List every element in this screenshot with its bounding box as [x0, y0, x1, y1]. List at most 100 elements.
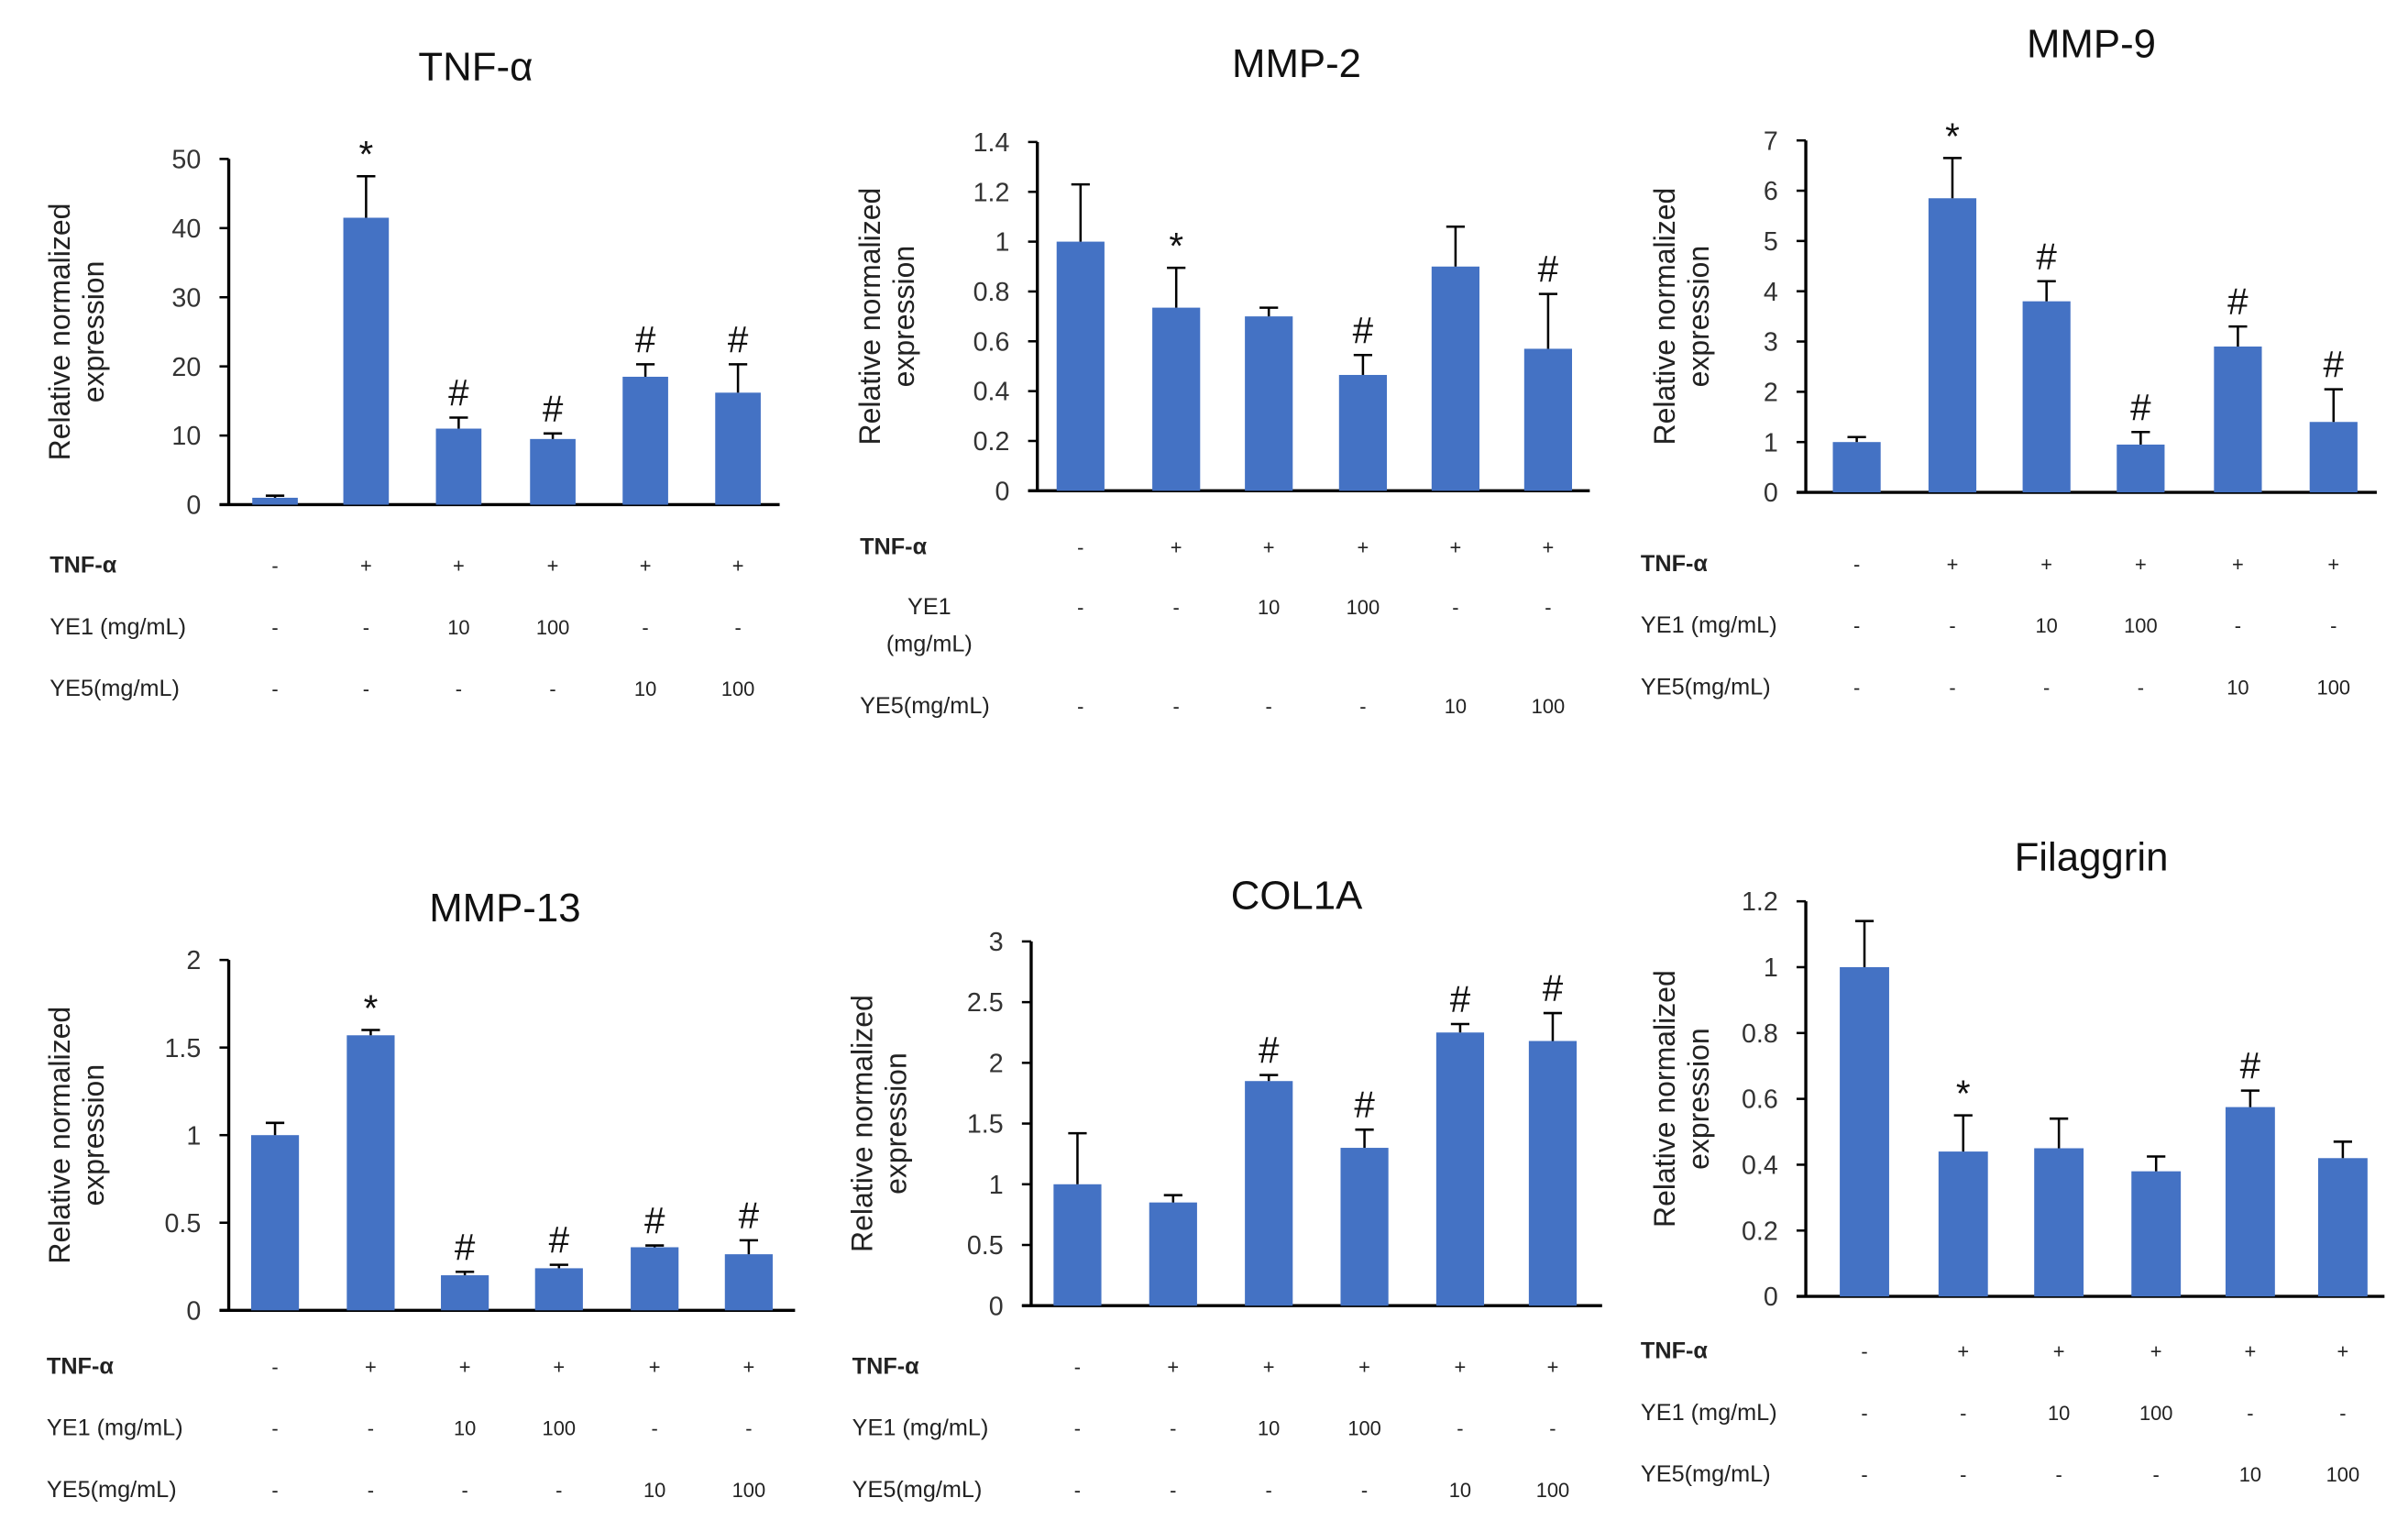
- row-cell: +: [2040, 553, 2052, 576]
- bar: [1928, 198, 1977, 493]
- row-cell: -: [1853, 614, 1860, 637]
- row-cell: -: [1861, 1339, 1867, 1362]
- row-label: TNF-α: [1641, 551, 1708, 577]
- row-cell: +: [2245, 1339, 2257, 1362]
- row-cell: +: [1358, 535, 1369, 558]
- row-cell: 10: [1258, 1417, 1280, 1440]
- significance-hash: #: [1259, 1029, 1280, 1071]
- significance-hash: #: [1538, 248, 1559, 290]
- bar: [252, 497, 298, 505]
- significance-hash: #: [2240, 1044, 2261, 1086]
- row-cell: -: [1949, 677, 1955, 699]
- row-cell: -: [1170, 1417, 1176, 1440]
- y-axis-label: Relative normalizedexpression: [43, 1007, 110, 1264]
- y-tick-label: 2: [1764, 378, 1778, 407]
- row-cell: -: [1549, 1417, 1556, 1440]
- bar: [530, 438, 576, 505]
- row-cell: +: [732, 555, 744, 578]
- y-axis-label-line: Relative normalized: [1648, 188, 1681, 446]
- row-cell: -: [1074, 1479, 1081, 1502]
- row-cell: -: [1077, 596, 1083, 619]
- y-tick-label: 6: [1764, 177, 1778, 206]
- row-label: YE5(mg/mL): [1641, 1461, 1771, 1487]
- significance-hash: #: [1354, 1084, 1375, 1126]
- row-label: YE1 (mg/mL): [47, 1415, 183, 1441]
- row-cell: -: [271, 555, 278, 578]
- row-cell: 10: [1258, 596, 1280, 619]
- row-cell: -: [1452, 596, 1458, 619]
- y-axis-label-line: expression: [880, 1052, 913, 1195]
- row-label: YE5(mg/mL): [49, 676, 180, 701]
- row-cell: 100: [721, 677, 755, 700]
- row-cell: -: [1074, 1355, 1081, 1378]
- y-axis-label: Relative normalizedexpression: [43, 204, 110, 461]
- chart-panel-mmp-2: MMP-2 Relative normalizedexpression 0 0.2 0.…: [853, 41, 1590, 719]
- y-tick-label: 0.8: [1742, 1019, 1778, 1049]
- y-tick-label: 30: [171, 283, 201, 313]
- bar: [1245, 1081, 1293, 1306]
- significance-hash: #: [448, 371, 469, 413]
- row-cell: -: [549, 677, 555, 700]
- row-cell: -: [1173, 596, 1180, 619]
- row-label: YE1 (mg/mL): [852, 1415, 989, 1441]
- y-axis-label-line: Relative normalized: [43, 1007, 76, 1264]
- row-cell: -: [2235, 614, 2241, 637]
- significance-hash: #: [2324, 343, 2345, 385]
- y-tick-label: 1.2: [1742, 887, 1778, 917]
- bar: [1340, 1148, 1389, 1306]
- chart-panel-filaggrin: Filaggrin Relative normalizedexpression 0 0…: [1641, 834, 2385, 1487]
- y-axis-label-line: Relative normalized: [846, 995, 879, 1252]
- row-cell: -: [1077, 535, 1083, 558]
- bar: [1840, 966, 1889, 1297]
- row-cell: 100: [2139, 1402, 2172, 1425]
- row-cell: -: [1266, 695, 1272, 718]
- bar: [631, 1247, 679, 1311]
- row-cell: -: [642, 616, 648, 639]
- row-cell: +: [2232, 553, 2244, 576]
- bar: [715, 392, 761, 505]
- y-tick-label: 0.8: [973, 278, 1010, 307]
- bar: [1245, 316, 1293, 491]
- row-cell: -: [271, 1479, 278, 1502]
- row-label: YE1 (mg/mL): [886, 594, 973, 656]
- significance-hash: #: [1450, 978, 1471, 1020]
- y-axis-label-line: expression: [77, 1064, 110, 1206]
- row-cell: +: [1167, 1355, 1179, 1378]
- row-cell: 100: [536, 616, 570, 639]
- row-cell: +: [2337, 1339, 2349, 1362]
- significance-asterisk: *: [1169, 225, 1183, 267]
- row-cell: -: [363, 677, 369, 700]
- row-cell: 10: [454, 1417, 476, 1440]
- bar: [1938, 1151, 1988, 1297]
- row-cell: +: [1171, 535, 1182, 558]
- row-label: TNF-α: [47, 1353, 114, 1379]
- row-cell: -: [456, 677, 462, 700]
- row-cell: +: [742, 1355, 754, 1378]
- chart-panel-mmp-9: MMP-9 Relative normalizedexpression 0 1 2 3 4 5…: [1641, 21, 2377, 700]
- row-cell: +: [2135, 553, 2147, 576]
- row-cell: 100: [2124, 614, 2158, 637]
- row-cell: +: [1957, 1339, 1969, 1362]
- bar: [2034, 1148, 2084, 1297]
- row-cell: 10: [2036, 614, 2058, 637]
- row-cell: -: [1266, 1479, 1272, 1502]
- row-cell: -: [1861, 1402, 1867, 1425]
- row-cell: +: [640, 555, 652, 578]
- y-tick-label: 10: [171, 422, 201, 451]
- row-cell: +: [2150, 1339, 2162, 1362]
- row-label: YE1 (mg/mL): [1641, 1400, 1777, 1426]
- y-tick-label: 0: [1764, 1283, 1778, 1312]
- chart-title: MMP-13: [429, 886, 580, 931]
- row-cell: 100: [1536, 1479, 1570, 1502]
- bar: [2022, 301, 2071, 493]
- y-axis-label-line: expression: [1682, 1028, 1715, 1170]
- bar: [622, 376, 668, 505]
- y-axis-label: Relative normalizedexpression: [1648, 188, 1715, 446]
- row-cell: -: [2153, 1463, 2160, 1486]
- row-label: TNF-α: [860, 534, 927, 559]
- significance-hash: #: [549, 1218, 570, 1261]
- bar: [2317, 1158, 2368, 1297]
- row-cell: +: [1547, 1355, 1559, 1378]
- y-tick-label: 5: [1764, 227, 1778, 257]
- y-axis-label-line: expression: [1682, 246, 1715, 388]
